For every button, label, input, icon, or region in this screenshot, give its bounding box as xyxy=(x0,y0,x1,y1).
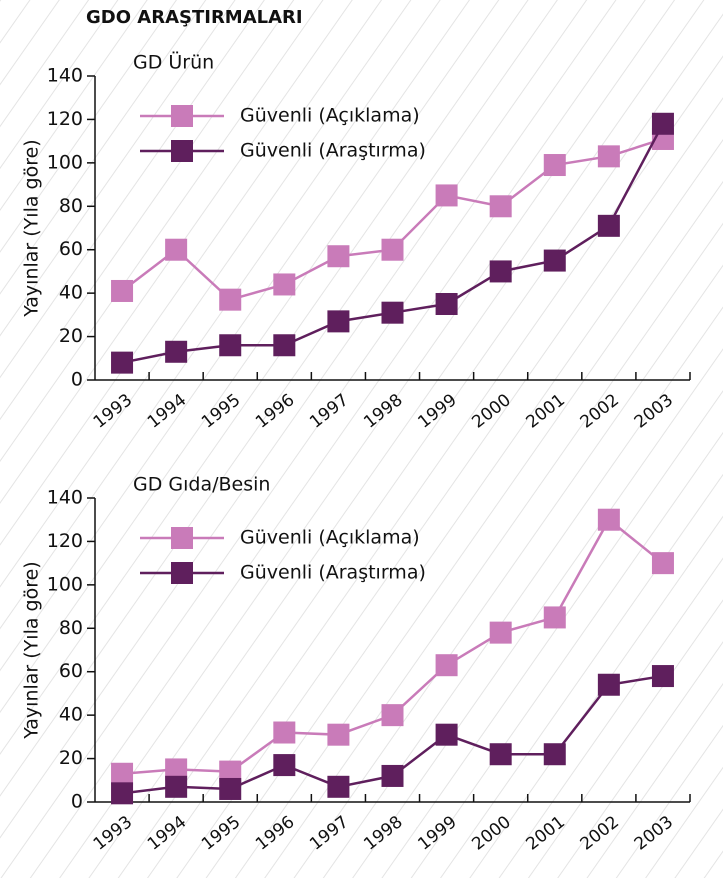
legend-marker xyxy=(171,140,193,162)
y-tick-label: 40 xyxy=(59,282,83,304)
marker xyxy=(273,721,296,744)
legend-marker xyxy=(171,527,193,549)
y-tick-label: 40 xyxy=(59,704,83,726)
marker xyxy=(219,777,242,800)
marker xyxy=(111,279,134,302)
y-tick-label: 140 xyxy=(47,487,83,509)
marker xyxy=(381,301,404,324)
marker xyxy=(219,334,242,357)
marker xyxy=(165,758,188,781)
marker xyxy=(327,723,350,746)
marker xyxy=(111,782,134,805)
y-tick-label: 60 xyxy=(59,660,83,682)
marker xyxy=(543,154,566,177)
y-tick-label: 20 xyxy=(59,747,83,769)
y-tick-label: 0 xyxy=(71,369,83,391)
marker xyxy=(165,238,188,261)
y-tick-label: 0 xyxy=(71,791,83,813)
chart-title: GD Ürün xyxy=(133,51,214,74)
marker xyxy=(273,273,296,296)
marker xyxy=(327,245,350,268)
marker xyxy=(597,214,620,237)
legend-marker xyxy=(171,562,193,584)
marker xyxy=(381,764,404,787)
marker xyxy=(489,743,512,766)
marker xyxy=(489,260,512,283)
y-tick-label: 140 xyxy=(47,65,83,87)
y-tick-label: 120 xyxy=(47,108,83,130)
legend-label: Güvenli (Açıklama) xyxy=(240,527,420,549)
marker xyxy=(273,334,296,357)
y-tick-label: 20 xyxy=(59,325,83,347)
legend-label: Güvenli (Araştırma) xyxy=(240,562,426,584)
marker xyxy=(597,673,620,696)
y-tick-label: 120 xyxy=(47,530,83,552)
marker xyxy=(381,238,404,261)
chart-title: GD Gıda/Besin xyxy=(133,474,270,496)
marker xyxy=(435,723,458,746)
marker xyxy=(543,743,566,766)
marker xyxy=(651,665,674,688)
y-tick-label: 80 xyxy=(59,195,83,217)
marker xyxy=(381,704,404,727)
marker xyxy=(435,184,458,207)
marker xyxy=(489,621,512,644)
marker xyxy=(597,508,620,531)
marker xyxy=(597,145,620,168)
marker xyxy=(219,288,242,311)
marker xyxy=(651,552,674,575)
y-tick-label: 60 xyxy=(59,238,83,260)
marker xyxy=(219,760,242,783)
marker xyxy=(435,654,458,677)
legend-marker xyxy=(171,105,193,127)
y-axis-label: Yayınlar (Yıla göre) xyxy=(21,139,43,317)
y-tick-label: 100 xyxy=(47,573,83,595)
marker xyxy=(543,606,566,629)
marker xyxy=(651,112,674,135)
marker xyxy=(327,775,350,798)
marker xyxy=(489,195,512,218)
y-axis-label: Yayınlar (Yıla göre) xyxy=(21,561,43,739)
legend-label: Güvenli (Açıklama) xyxy=(240,105,420,127)
marker xyxy=(327,310,350,333)
page-title: GDO ARAŞTIRMALARI xyxy=(86,7,303,28)
marker xyxy=(435,293,458,315)
marker xyxy=(273,754,296,777)
marker xyxy=(165,340,188,363)
marker xyxy=(165,775,188,798)
marker xyxy=(111,762,134,785)
y-tick-label: 100 xyxy=(47,151,83,173)
legend-label: Güvenli (Araştırma) xyxy=(240,140,426,162)
marker xyxy=(111,351,134,374)
y-tick-label: 80 xyxy=(59,617,83,639)
marker xyxy=(543,249,566,272)
